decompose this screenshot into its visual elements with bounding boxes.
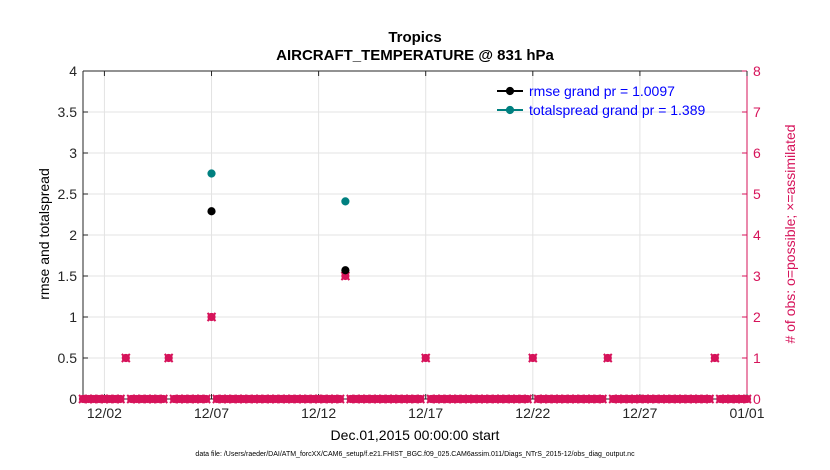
rmse-point <box>207 207 216 216</box>
obs-count-assimilated-marker <box>121 353 131 363</box>
obs-zero-assimilated-marker <box>115 394 126 404</box>
y-left-tick-label: 0.5 <box>58 350 78 366</box>
obs-count-assimilated-marker <box>421 353 431 363</box>
obs-zero-assimilated-marker <box>201 394 211 404</box>
obs-count-assimilated-marker <box>603 353 613 363</box>
y-axis-left-label: rmse and totalspread <box>36 168 52 300</box>
y-left-tick-label: 2.5 <box>58 186 78 202</box>
obs-count-assimilated-marker <box>206 312 217 322</box>
y-left-tick-label: 3.5 <box>58 104 78 120</box>
y-right-tick-label: 0 <box>753 391 761 407</box>
totalspread-point <box>341 197 350 206</box>
obs-zero-assimilated-marker <box>158 394 169 404</box>
x-tick-label: 12/27 <box>622 405 657 421</box>
chart-subtitle: AIRCRAFT_TEMPERATURE @ 831 hPa <box>276 47 554 64</box>
y-left-tick-label: 3 <box>69 145 77 161</box>
obs-count-assimilated-marker <box>163 353 174 363</box>
rmse-point <box>341 266 350 275</box>
y-left-tick-label: 1.5 <box>58 268 78 284</box>
y-left-tick-label: 4 <box>69 63 77 79</box>
x-tick-label: 12/02 <box>87 405 122 421</box>
obs-zero-assimilated-marker <box>335 394 345 404</box>
y-right-tick-label: 4 <box>753 227 761 243</box>
y-right-tick-label: 2 <box>753 309 761 325</box>
x-tick-label: 12/17 <box>408 405 443 421</box>
data-file-footnote: data file: /Users/raeder/DAI/ATM_forcXX/… <box>195 451 635 458</box>
x-tick-label: 12/22 <box>515 405 550 421</box>
y-left-tick-label: 1 <box>69 309 77 325</box>
obs-count-assimilated-marker <box>528 353 538 363</box>
obs-zero-assimilated-marker <box>415 394 426 404</box>
y-left-tick-label: 0 <box>69 391 77 407</box>
y-axis-right-label: # of obs: o=possible; ×=assimilated <box>782 124 798 344</box>
y-left-tick-label: 2 <box>69 227 77 243</box>
x-tick-label: 12/12 <box>301 405 336 421</box>
x-tick-label: 12/07 <box>194 405 229 421</box>
obs-zero-assimilated-marker <box>597 394 608 404</box>
obs-zero-assimilated-marker <box>704 394 715 404</box>
chart-title: Tropics <box>388 29 442 46</box>
legend-totalspread-marker <box>505 105 515 115</box>
y-right-tick-label: 6 <box>753 145 761 161</box>
y-right-tick-label: 8 <box>753 63 761 79</box>
y-right-tick-label: 5 <box>753 186 761 202</box>
y-right-tick-label: 3 <box>753 268 761 284</box>
y-right-tick-label: 7 <box>753 104 761 120</box>
totalspread-point <box>207 169 216 178</box>
obs-zero-assimilated-marker <box>522 394 533 404</box>
x-axis-label: Dec.01,2015 00:00:00 start <box>330 427 500 443</box>
obs-count-assimilated-marker <box>710 353 720 363</box>
legend-rmse-label: rmse grand pr = 1.0097 <box>529 83 675 99</box>
x-tick-label: 01/01 <box>729 405 764 421</box>
obs-zero-assimilated-marker <box>742 394 752 404</box>
legend-totalspread-label: totalspread grand pr = 1.389 <box>529 102 706 118</box>
y-right-tick-label: 1 <box>753 350 761 366</box>
legend-rmse-marker <box>505 86 515 96</box>
